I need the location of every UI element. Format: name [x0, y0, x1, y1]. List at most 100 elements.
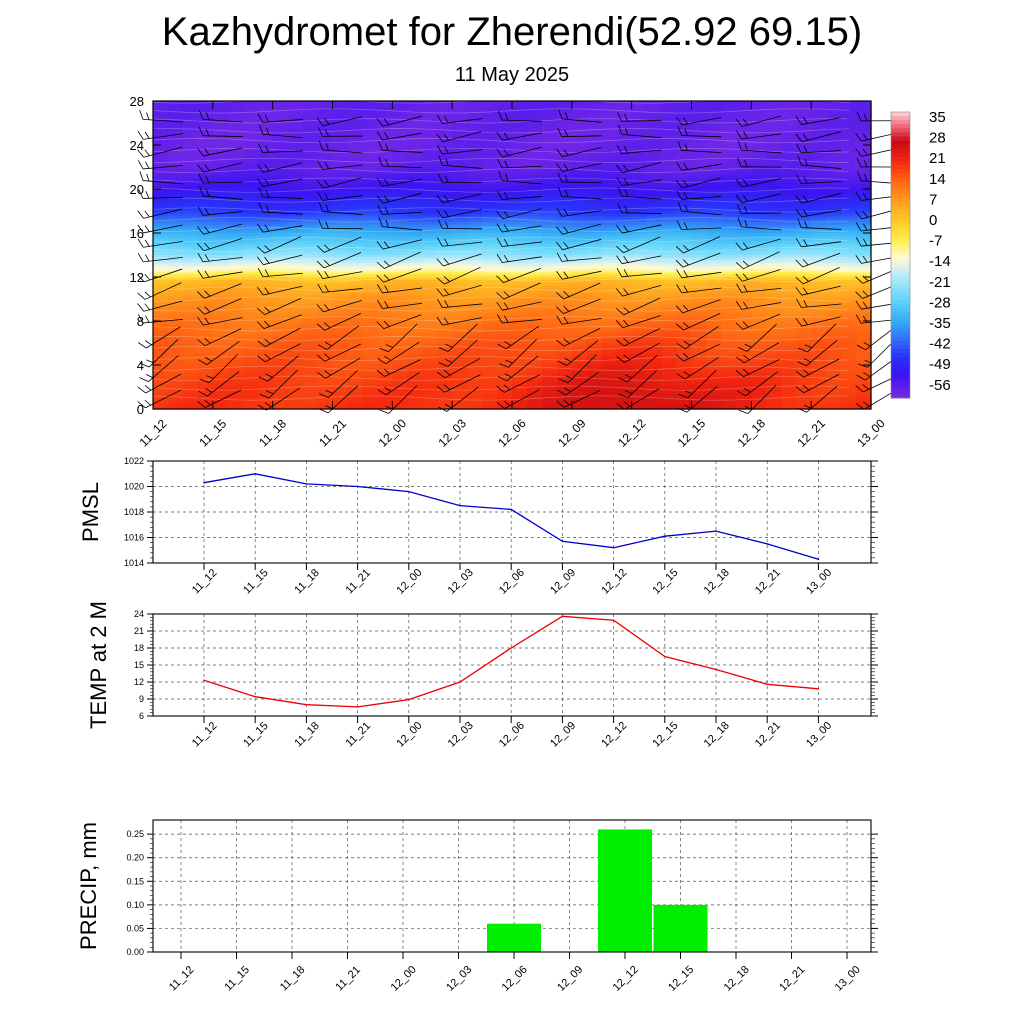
heatmap-cell [571, 136, 588, 141]
heatmap-cell [242, 106, 259, 110]
heatmap-cell [407, 381, 423, 385]
heatmap-cell [317, 337, 334, 341]
heatmap-cell [706, 337, 723, 341]
heatmap-cell [706, 175, 723, 179]
heatmap-cell [706, 381, 723, 385]
heatmap-cell [332, 279, 349, 284]
heatmap-cell [452, 158, 468, 163]
heatmap-cell [601, 362, 618, 366]
heatmap-cell [437, 268, 453, 273]
heatmap-cell [646, 120, 663, 124]
heatmap-cell [841, 332, 857, 336]
heatmap-cell [811, 205, 827, 209]
heatmap-cell [362, 142, 378, 146]
heatmap-cell [227, 158, 244, 163]
heatmap-cell [691, 326, 708, 330]
heatmap-cell [332, 147, 349, 152]
heatmap-cell [556, 153, 573, 157]
heatmap-cell [272, 125, 289, 130]
heatmap-cell [571, 153, 588, 157]
heatmap-cell [197, 112, 214, 116]
heatmap-cell [242, 315, 259, 319]
heatmap-cell [541, 378, 558, 383]
heatmap-cell [407, 354, 423, 358]
heatmap-cell [586, 266, 603, 270]
heatmap-cell [736, 161, 752, 165]
heatmap-cell [601, 114, 618, 119]
heatmap-cell [571, 150, 588, 154]
heatmap-cell [182, 211, 199, 215]
heatmap-cell [182, 301, 199, 306]
heatmap-cell [556, 142, 573, 146]
heatmap-cell [422, 167, 438, 171]
heatmap-cell [706, 139, 723, 143]
heatmap-cell [736, 147, 752, 152]
heatmap-cell [257, 112, 274, 116]
heatmap-cell [616, 139, 633, 143]
heatmap-cell [317, 373, 334, 377]
heatmap-cell [601, 307, 618, 311]
heatmap-cell [571, 175, 588, 179]
heatmap-cell [167, 134, 184, 138]
heatmap-cell [227, 169, 244, 174]
heatmap-cell [661, 246, 678, 251]
heatmap-cell [392, 241, 408, 245]
heatmap-cell [691, 222, 708, 226]
heatmap-cell [781, 362, 797, 366]
heatmap-cell [541, 120, 558, 124]
heatmap-cell [452, 106, 468, 110]
heatmap-cell [242, 263, 259, 267]
heatmap-cell [317, 142, 334, 146]
heatmap-cell [571, 337, 588, 341]
heatmap-cell [601, 128, 618, 132]
heatmap-cell [167, 326, 184, 330]
heatmap-cell [586, 189, 603, 193]
heatmap-cell [392, 150, 408, 154]
heatmap-cell [616, 123, 633, 127]
heatmap-cell [512, 142, 528, 146]
heatmap-cell [691, 348, 708, 352]
heatmap-cell [571, 266, 588, 270]
heatmap-cell [826, 381, 842, 385]
heatmap-cell [661, 312, 678, 317]
heatmap-cell [212, 345, 229, 350]
heatmap-cell [691, 378, 708, 383]
heatmap-cell [646, 205, 663, 209]
heatmap-cell [452, 120, 468, 124]
heatmap-cell [571, 227, 588, 231]
heatmap-cell [751, 279, 767, 284]
heatmap-cell [497, 219, 513, 223]
heatmap-cell [751, 296, 767, 300]
heatmap-cell [422, 213, 438, 218]
heatmap-cell [601, 147, 618, 152]
heatmap-cell [242, 304, 259, 308]
heatmap-cell [826, 367, 842, 372]
heatmap-cell [467, 288, 483, 292]
heatmap-cell [257, 318, 274, 322]
heatmap-cell [272, 112, 289, 116]
heatmap-cell [826, 340, 842, 344]
heatmap-cell [182, 345, 199, 350]
heatmap-cell [631, 312, 648, 317]
heatmap-cell [272, 257, 289, 262]
heatmap-cell [182, 156, 199, 160]
heatmap-cell [811, 257, 827, 262]
heatmap-cell [571, 334, 588, 339]
heatmap-cell [153, 202, 169, 207]
heatmap-cell [601, 227, 618, 231]
heatmap-cell [497, 277, 513, 281]
heatmap-cell [586, 106, 603, 110]
heatmap-cell [182, 318, 199, 322]
heatmap-cell [167, 244, 184, 248]
heatmap-cell [512, 277, 528, 281]
heatmap-cell [676, 150, 693, 154]
heatmap-cell [811, 134, 827, 138]
heatmap-cell [811, 277, 827, 281]
heatmap-cell [811, 123, 827, 127]
heatmap-cell [781, 114, 797, 119]
heatmap-cell [467, 244, 483, 248]
heatmap-cell [736, 257, 752, 262]
heatmap-cell [242, 145, 259, 149]
heatmap-cell [317, 351, 334, 355]
heatmap-cell [856, 180, 872, 185]
